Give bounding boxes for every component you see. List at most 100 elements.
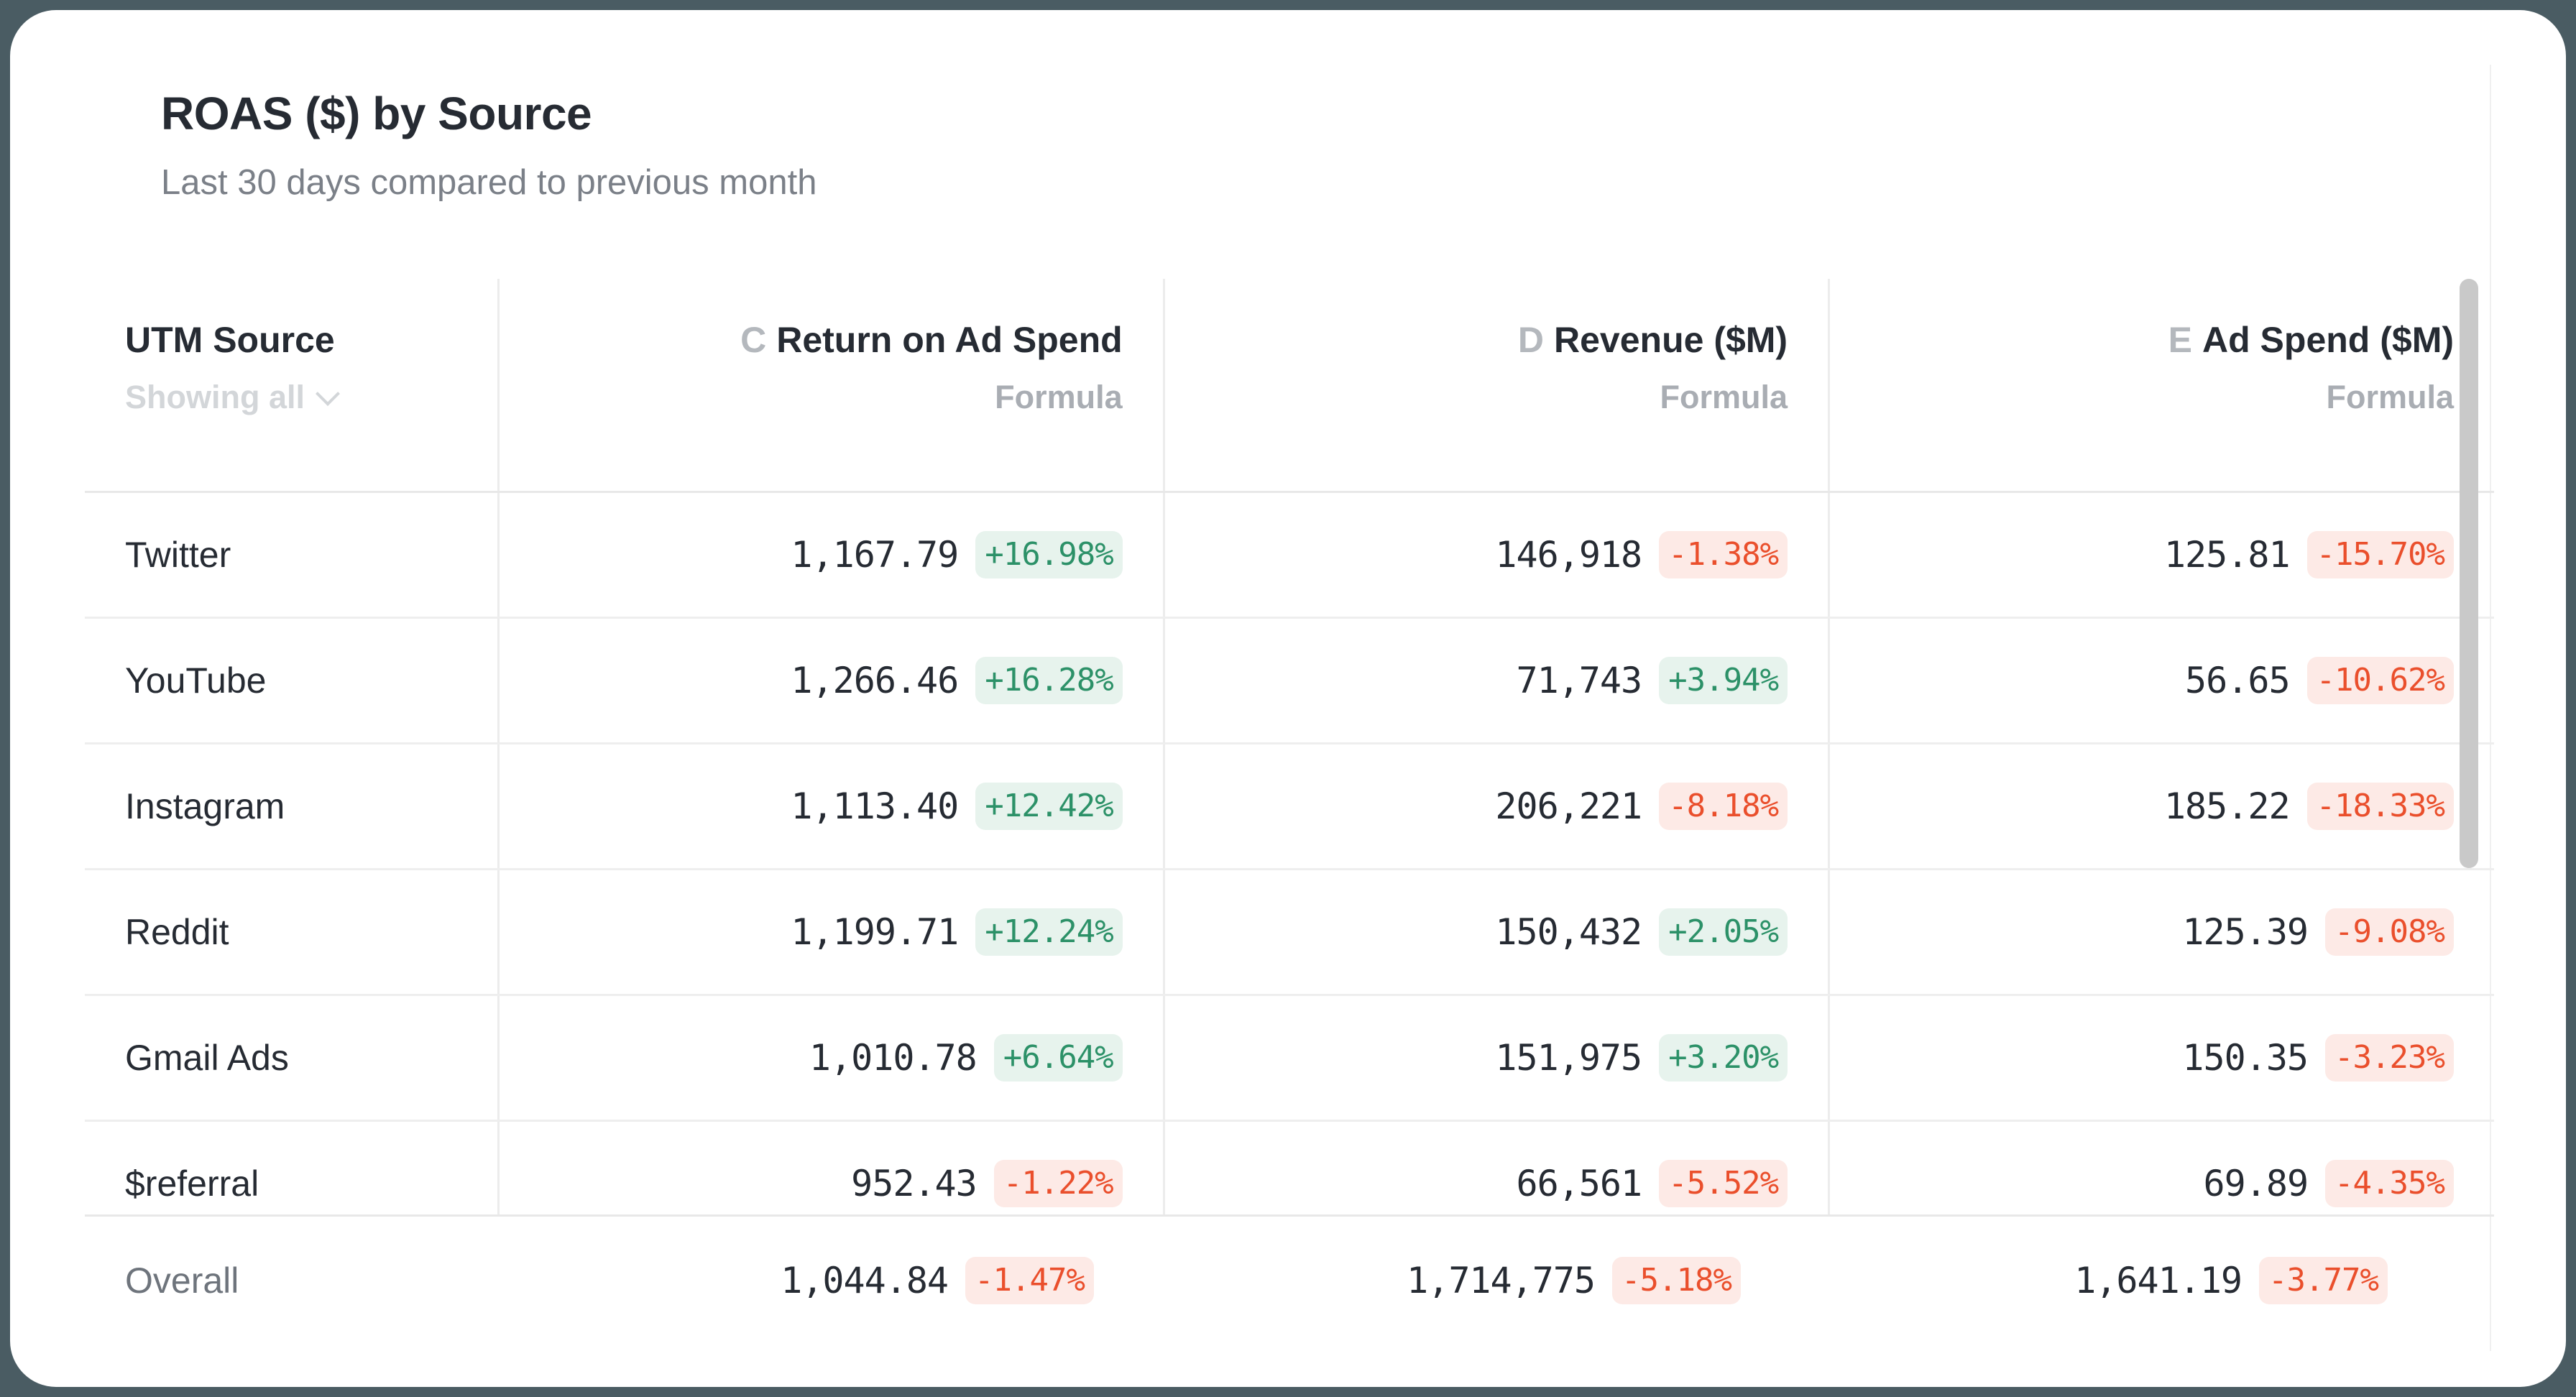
table-body: Twitter 1,167.79 +16.98% 146,918 -1.38% 125.8… <box>85 492 2494 1214</box>
cell-revenue: 206,221 -8.18% <box>1162 743 1829 870</box>
source-name: Twitter <box>125 534 231 575</box>
cell-adspend: 125.39 -9.08% <box>1828 869 2494 996</box>
table-scroll-viewport[interactable]: UTM Source Showing all C Return on Ad Spe… <box>85 279 2494 1214</box>
overall-revenue-delta: -5.18% <box>1612 1256 1741 1304</box>
table-row[interactable]: Reddit 1,199.71 +12.24% 150,432 +2.05% 125.39… <box>85 869 2494 996</box>
metric-adspend: 125.81 -15.70% <box>1870 530 2454 578</box>
source-filter-dropdown[interactable]: Showing all <box>125 381 339 413</box>
metric-roas: 1,199.71 +12.24% <box>540 908 1123 956</box>
overall-label-cell: Overall <box>85 1260 487 1301</box>
metric-adspend: 56.65 -10.62% <box>1870 656 2454 704</box>
delta-badge-adspend: -4.35% <box>2325 1159 2454 1207</box>
overall-row: Overall 1,044.84 -1.47% 1,714,775 -5.18%… <box>85 1214 2494 1344</box>
value-adspend: 125.81 <box>2163 533 2291 576</box>
delta-badge-adspend: -9.08% <box>2325 908 2454 956</box>
source-filter-label: Showing all <box>125 379 305 415</box>
cell-roas: 1,266.46 +16.28% <box>497 617 1164 744</box>
delta-badge-adspend: -18.33% <box>2306 782 2454 830</box>
source-name: Instagram <box>125 785 285 826</box>
page-title: ROAS ($) by Source <box>161 88 592 139</box>
overall-adspend-cell: 1,641.19 -3.77% <box>1781 1256 2428 1304</box>
metric-revenue: 146,918 -1.38% <box>1205 530 1788 578</box>
cell-source: Twitter <box>85 492 499 619</box>
value-adspend: 56.65 <box>2185 659 2291 701</box>
cell-roas: 952.43 -1.22% <box>497 1120 1164 1214</box>
overall-adspend-value: 1,641.19 <box>2074 1259 2242 1301</box>
chevron-down-icon <box>318 384 339 405</box>
delta-badge-revenue: +3.94% <box>1659 656 1788 704</box>
cell-adspend: 56.65 -10.62% <box>1828 617 2494 744</box>
table-row[interactable]: Twitter 1,167.79 +16.98% 146,918 -1.38% 125.8… <box>85 492 2494 619</box>
value-revenue: 151,975 <box>1495 1036 1642 1079</box>
metric-revenue: 150,432 +2.05% <box>1205 908 1788 956</box>
source-name: $referral <box>125 1163 259 1204</box>
value-roas: 952.43 <box>851 1162 978 1204</box>
vertical-scrollbar-thumb[interactable] <box>2460 279 2478 868</box>
overall-roas-value: 1,044.84 <box>781 1259 949 1301</box>
delta-badge-adspend: -10.62% <box>2306 656 2454 704</box>
cell-roas: 1,010.78 +6.64% <box>497 995 1164 1122</box>
value-adspend: 69.89 <box>2203 1162 2309 1204</box>
cell-roas: 1,113.40 +12.42% <box>497 743 1164 870</box>
column-header-roas[interactable]: C Return on Ad Spend Formula <box>497 279 1164 493</box>
delta-badge-roas: +16.98% <box>975 530 1123 578</box>
metric-roas: 1,266.46 +16.28% <box>540 656 1123 704</box>
source-name: Gmail Ads <box>125 1037 289 1078</box>
cell-roas: 1,199.71 +12.24% <box>497 869 1164 996</box>
column-label-adspend: Ad Spend ($M) <box>2202 320 2454 360</box>
overall-roas-cell: 1,044.84 -1.47% <box>487 1256 1134 1304</box>
metric-roas: 1,010.78 +6.64% <box>540 1033 1123 1082</box>
table-row[interactable]: Gmail Ads 1,010.78 +6.64% 151,975 +3.20% 150.… <box>85 995 2494 1122</box>
metric-revenue: 71,743 +3.94% <box>1205 656 1788 704</box>
cell-revenue: 71,743 +3.94% <box>1162 617 1829 744</box>
metric-roas: 1,113.40 +12.42% <box>540 782 1123 830</box>
metric-adspend: 125.39 -9.08% <box>1870 908 2454 956</box>
vertical-scrollbar-track[interactable] <box>2460 279 2478 1214</box>
column-title-roas: C Return on Ad Spend <box>540 320 1123 360</box>
metric-roas: 1,167.79 +16.98% <box>540 530 1123 578</box>
card-header: ROAS ($) by Source Last 30 days compared… <box>10 10 2566 200</box>
overall-label: Overall <box>125 1260 239 1301</box>
value-roas: 1,010.78 <box>809 1036 978 1079</box>
delta-badge-roas: -1.22% <box>993 1159 1123 1207</box>
cell-source: YouTube <box>85 617 499 744</box>
value-adspend: 150.35 <box>2182 1036 2309 1079</box>
value-revenue: 146,918 <box>1495 533 1642 576</box>
cell-revenue: 150,432 +2.05% <box>1162 869 1829 996</box>
page-subtitle: Last 30 days compared to previous month <box>161 163 817 202</box>
metric-revenue: 66,561 -5.52% <box>1205 1159 1788 1207</box>
roas-table: UTM Source Showing all C Return on Ad Spe… <box>85 279 2494 1214</box>
delta-badge-revenue: -5.52% <box>1659 1159 1788 1207</box>
value-revenue: 71,743 <box>1516 659 1643 701</box>
metric-adspend: 185.22 -18.33% <box>1870 782 2454 830</box>
overall-roas-delta: -1.47% <box>965 1256 1094 1304</box>
metric-revenue: 151,975 +3.20% <box>1205 1033 1788 1082</box>
table-row[interactable]: Instagram 1,113.40 +12.42% 206,221 -8.18% 185… <box>85 743 2494 870</box>
delta-badge-roas: +12.42% <box>975 782 1123 830</box>
column-title-utm-source: UTM Source <box>125 320 335 360</box>
value-revenue: 206,221 <box>1495 785 1642 827</box>
column-header-adspend[interactable]: E Ad Spend ($M) Formula <box>1828 279 2494 493</box>
cell-adspend: 69.89 -4.35% <box>1828 1120 2494 1214</box>
cell-adspend: 125.81 -15.70% <box>1828 492 2494 619</box>
delta-badge-revenue: +3.20% <box>1659 1033 1788 1082</box>
value-roas: 1,113.40 <box>791 785 959 827</box>
column-title-adspend: E Ad Spend ($M) <box>1870 322 2454 358</box>
table-row[interactable]: YouTube 1,266.46 +16.28% 71,743 +3.94% 56.65-… <box>85 617 2494 744</box>
delta-badge-adspend: -3.23% <box>2325 1033 2454 1082</box>
value-revenue: 150,432 <box>1495 910 1642 953</box>
metric-adspend: 69.89 -4.35% <box>1870 1159 2454 1207</box>
delta-badge-roas: +6.64% <box>993 1033 1123 1082</box>
column-header-revenue[interactable]: D Revenue ($M) Formula <box>1162 279 1829 493</box>
delta-badge-roas: +12.24% <box>975 908 1123 956</box>
delta-badge-adspend: -15.70% <box>2306 530 2454 578</box>
delta-badge-revenue: -8.18% <box>1659 782 1788 830</box>
table-row[interactable]: $referral 952.43 -1.22% 66,561 -5.52% 69.89 -4… <box>85 1120 2494 1214</box>
metric-revenue: 206,221 -8.18% <box>1205 782 1788 830</box>
table-header: UTM Source Showing all C Return on Ad Spe… <box>85 279 2494 493</box>
cell-revenue: 151,975 +3.20% <box>1162 995 1829 1122</box>
column-letter-revenue: D <box>1517 320 1544 360</box>
cell-revenue: 146,918 -1.38% <box>1162 492 1829 619</box>
cell-source: Gmail Ads <box>85 995 499 1122</box>
column-label-roas: Return on Ad Spend <box>776 320 1123 360</box>
